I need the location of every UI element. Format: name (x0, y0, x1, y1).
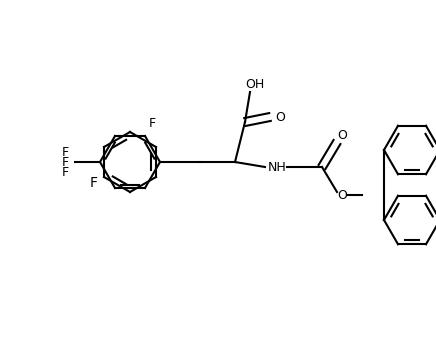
Text: F: F (90, 176, 98, 190)
Text: NH: NH (268, 161, 286, 174)
Text: F: F (61, 166, 68, 178)
Text: F: F (61, 145, 68, 159)
Text: F: F (61, 155, 68, 169)
Text: O: O (275, 110, 285, 124)
Text: OH: OH (245, 77, 265, 91)
Text: O: O (337, 128, 347, 142)
Text: F: F (148, 117, 156, 130)
Text: O: O (337, 188, 347, 202)
